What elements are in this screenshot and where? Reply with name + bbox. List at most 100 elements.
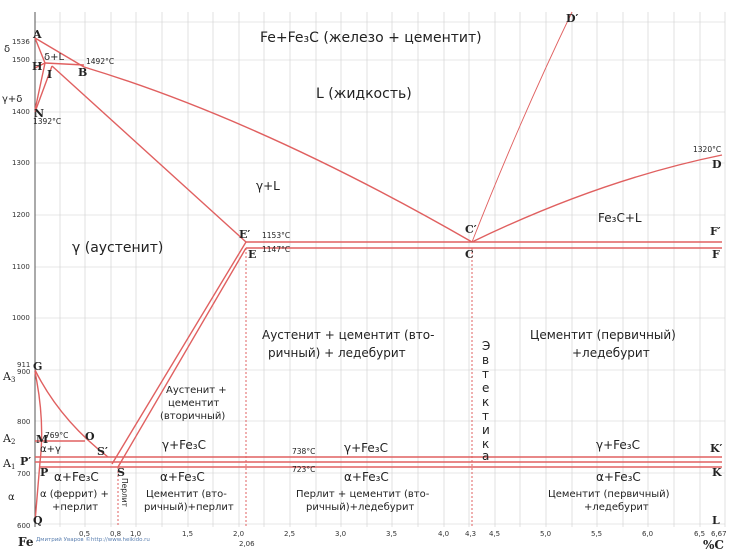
temp-723: 723°C [292,465,315,474]
line-CD-prime [471,11,573,243]
phase-aust-cem-sec-1: Аустенит + [166,385,227,396]
phase-g-fe3c-1: γ+Fe₃C [162,438,206,452]
phase-gamma-delta: γ+δ [2,94,22,105]
x-tick-6-0: 6,0 [642,530,653,538]
phase-cem-primary-led-2: +ледебурит [572,346,650,360]
line-PQ [34,461,41,523]
point-E: E [248,248,256,261]
point-G: G [33,360,42,373]
phase-g-fe3c-2: γ+Fe₃C [344,441,388,455]
eutectic-letter: т [482,409,489,423]
x-tick-1-5: 1,5 [182,530,193,538]
y-tick-1536: 1536 [12,38,30,46]
point-O: O [85,430,95,443]
phase-perlite-vertical: Перлит [120,478,129,508]
x-tick-4-3: 4,3 [465,530,476,538]
phase-top: Fe+Fe₃C (железо + цементит) [260,30,482,46]
x-axis-unit: %C [703,538,724,550]
eutectic-letter: к [482,395,489,409]
point-L: L [712,514,720,527]
point-H: H [32,60,42,73]
point-M: M [36,433,48,446]
x-tick-6-67: 6,67 [711,530,727,538]
eutectic-vertical: Э в т е к т и к а [482,339,490,463]
x-tick-4-0: 4,0 [438,530,449,538]
line-AH [34,37,46,64]
phase-lines [34,11,723,527]
line-GP [34,371,43,463]
phase-a-fe3c-3: α+Fe₃C [344,470,389,484]
y-tick-800: 800 [17,418,30,426]
eutectic-letter: Э [482,339,490,353]
line-ES-prime [111,241,247,465]
x-tick-1-0: 1,0 [130,530,141,538]
eutectic-letter: е [482,381,489,395]
point-S-prime: S′ [97,445,108,458]
line-HB [44,62,85,66]
eutectic-letter: т [482,367,489,381]
phase-ferrite-2: +перлит [52,502,98,513]
x-ticks: 0,5 0,8 1,0 1,5 2,0 2,06 2,5 3,0 3,5 4,0… [79,530,727,548]
liquidus-CD [471,154,723,243]
grid [34,12,726,527]
eutectic-letter: к [482,437,489,451]
phase-liquid: L (жидкость) [316,86,412,102]
phase-a-fe3c-2: α+Fe₃C [160,470,205,484]
temp-1147: 1147°C [262,245,290,254]
phase-delta-L: δ+L [44,52,64,63]
phase-aust-cem-led-1: Аустенит + цементит (вто- [262,328,434,342]
x-tick-2-06: 2,06 [239,540,255,548]
temperature-labels: 1492°C 1392°C 1153°C 1147°C 769°C 738°C … [33,57,721,474]
origin-label-fe: Fe [18,535,34,549]
x-tick-5-5: 5,5 [591,530,602,538]
label-A1: A1 [2,457,15,471]
phase-a-fe3c-4: α+Fe₃C [596,470,641,484]
y-tick-1500: 1500 [12,56,30,64]
point-N: N [34,107,44,120]
x-tick-5-0: 5,0 [540,530,551,538]
y-tick-900: 900 [17,368,30,376]
temp-1153: 1153°C [262,231,290,240]
x-tick-3-0: 3,0 [335,530,346,538]
phase-cem-prim-led-low-2: +ледебурит [584,502,649,513]
y-ticks: 1536 1500 1400 1300 1200 1100 1000 911 9… [12,38,30,530]
y-tick-911: 911 [17,361,30,369]
critical-lines: A3 A2 A1 [2,370,15,471]
phase-aust-cem-led-2: ричный) + ледебурит [268,346,406,360]
x-tick-2-0: 2,0 [233,530,244,538]
point-K-prime: K′ [710,442,723,455]
y-tick-700: 700 [17,470,30,478]
temp-738: 738°C [292,447,315,456]
x-tick-2-5: 2,5 [284,530,295,538]
phase-cem-prim-led-low-1: Цементит (первичный) [548,489,670,500]
phase-aust-cem-sec-2: цементит [168,398,220,409]
phase-cem-primary-led-1: Цементит (первичный) [530,328,676,342]
x-tick-0-8: 0,8 [110,530,121,538]
y-tick-600: 600 [17,522,30,530]
y-tick-1300: 1300 [12,159,30,167]
label-A3: A3 [2,370,15,384]
y-tick-1000: 1000 [12,314,30,322]
eutectic-letter: а [482,449,489,463]
point-P-prime: P′ [20,455,31,468]
phase-perl-cem-led-2: ричный)+ледебурит [306,502,415,513]
solidus-IE [51,65,247,243]
y-tick-1400: 1400 [12,108,30,116]
temp-769: 769°C [45,431,68,440]
x-tick-6-5: 6,5 [694,530,705,538]
y-tick-1200: 1200 [12,211,30,219]
phase-gamma-L: γ+L [256,179,280,193]
point-B: B [78,66,87,79]
temp-1392: 1392°C [33,117,61,126]
eutectic-letter: и [482,423,490,437]
point-K: K [712,466,722,479]
x-tick-0-5: 0,5 [79,530,90,538]
point-F: F [712,248,720,261]
phase-alpha-gamma: α+γ [40,444,61,455]
phase-austenite: γ (аустенит) [72,240,163,256]
point-F-prime: F′ [710,225,721,238]
point-E-prime: E′ [239,228,250,241]
point-P: P [40,466,48,479]
temp-1492: 1492°C [86,57,114,66]
liquidus-BC [83,66,473,243]
